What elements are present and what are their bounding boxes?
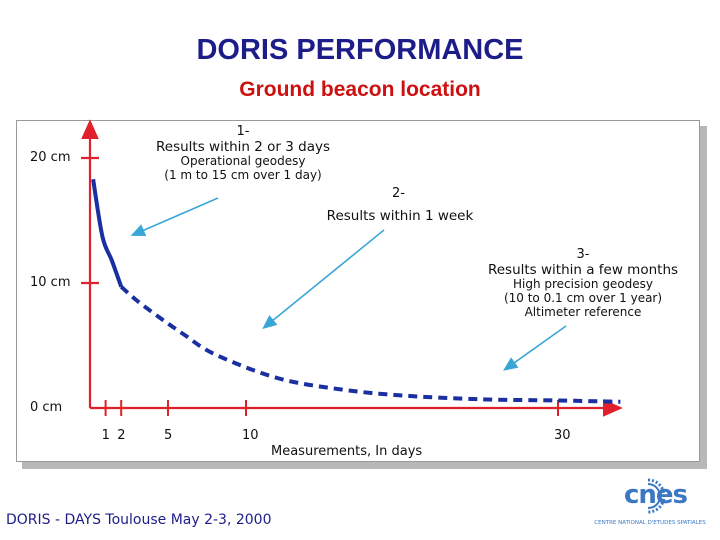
annotation-3: 3- Results within a few months High prec…: [476, 247, 690, 320]
annotation-1-detail-2: (1 m to 15 cm over 1 day): [164, 168, 322, 183]
x-tick-label-1: 1: [101, 428, 110, 443]
annotation-2-heading: Results within 1 week: [326, 208, 474, 224]
annotation-1-detail-1: Operational geodesy: [180, 154, 306, 169]
annotation-3-detail-3: Altimeter reference: [524, 305, 642, 320]
x-tick-label-5: 5: [164, 428, 173, 443]
annotation-3-heading: Results within a few months: [487, 261, 679, 278]
annotation-3-number: 3-: [576, 247, 590, 262]
x-tick-label-10: 10: [242, 428, 259, 443]
pointer-arrow-2: [262, 229, 385, 330]
cnes-logo: cnes CENTRE NATIONAL D'ETUDES SPATIALES: [588, 474, 712, 532]
x-tick-label-2: 2: [117, 428, 126, 443]
pointer-arrow-3: [503, 325, 567, 371]
slide-subtitle: Ground beacon location: [239, 78, 481, 101]
y-tick-label-10: 10 cm: [30, 275, 71, 290]
annotation-3-detail-1: High precision geodesy: [512, 277, 654, 292]
annotation-2: Results within 1 week: [318, 208, 482, 225]
cnes-emblem-icon: [647, 478, 666, 514]
annotation-2-number: 2-: [392, 186, 405, 201]
pointer-arrow-1: [130, 197, 219, 237]
slide-title: DORIS PERFORMANCE: [196, 34, 524, 66]
annotation-1: 1- Results within 2 or 3 days Operationa…: [140, 124, 346, 183]
logo-word: cnes: [624, 480, 688, 510]
diagram-panel: [16, 120, 700, 462]
y-tick-label-20: 20 cm: [30, 150, 71, 165]
annotation-1-number: 1-: [236, 124, 250, 139]
footer-event: DORIS - DAYS Toulouse May 2-3, 2000: [6, 512, 272, 528]
curve-dashed: [119, 285, 621, 404]
annotation-3-detail-2: (10 to 0.1 cm over 1 year): [503, 291, 663, 306]
y-tick-label-0: 0 cm: [30, 400, 63, 415]
x-axis-label: Measurements, In days: [271, 444, 423, 459]
x-tick-label-30: 30: [554, 428, 571, 443]
curve-solid: [91, 178, 124, 288]
logo-tagline: CENTRE NATIONAL D'ETUDES SPATIALES: [594, 520, 706, 526]
annotation-1-heading: Results within 2 or 3 days: [155, 138, 330, 155]
